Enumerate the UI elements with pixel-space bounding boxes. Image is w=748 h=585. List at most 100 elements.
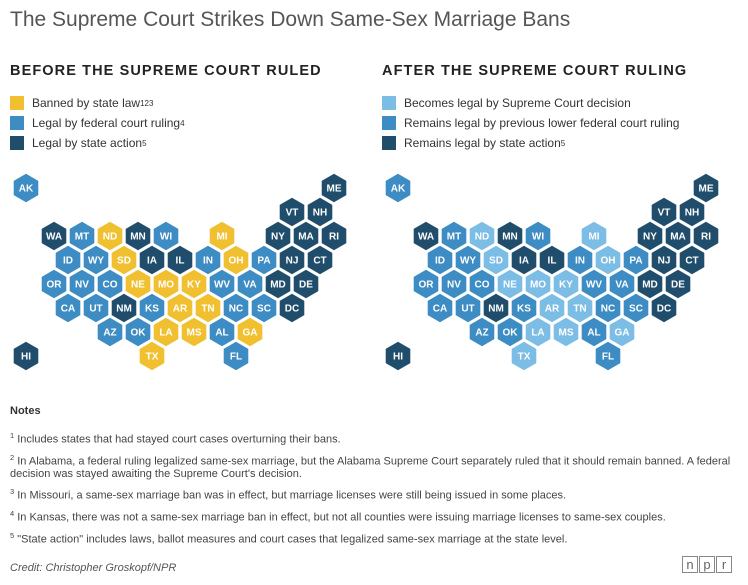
state-hex-me: ME — [693, 173, 719, 203]
state-label: SC — [257, 304, 271, 315]
legend-item-state-action: Remains legal by state action 5 — [382, 133, 679, 153]
state-hex-ak: AK — [385, 173, 411, 203]
state-hex-shape — [195, 293, 221, 323]
state-hex-shape — [97, 317, 123, 347]
state-hex-ut: UT — [83, 293, 109, 323]
state-label: MS — [187, 328, 202, 339]
state-hex-shape — [97, 269, 123, 299]
state-hex-or: OR — [41, 269, 67, 299]
state-hex-shape — [125, 221, 151, 251]
state-hex-nc: NC — [595, 293, 621, 323]
state-label: IA — [519, 256, 529, 267]
state-hex-shape — [385, 173, 411, 203]
state-label: ID — [63, 256, 73, 267]
state-hex-ak: AK — [13, 173, 39, 203]
state-hex-co: CO — [97, 269, 123, 299]
state-hex-ky: KY — [553, 269, 579, 299]
state-hex-shape — [139, 341, 165, 371]
state-hex-shape — [153, 221, 179, 251]
state-hex-shape — [55, 245, 81, 275]
state-label: RI — [701, 232, 711, 243]
state-hex-nv: NV — [69, 269, 95, 299]
state-hex-shape — [195, 245, 221, 275]
state-label: RI — [329, 232, 339, 243]
page-title: The Supreme Court Strikes Down Same-Sex … — [10, 8, 571, 31]
state-hex-ok: OK — [497, 317, 523, 347]
state-label: MN — [130, 232, 146, 243]
state-hex-in: IN — [195, 245, 221, 275]
state-hex-ga: GA — [237, 317, 263, 347]
state-hex-az: AZ — [469, 317, 495, 347]
state-label: VA — [243, 280, 256, 291]
state-hex-ca: CA — [55, 293, 81, 323]
state-label: MA — [298, 232, 314, 243]
state-hex-mt: MT — [441, 221, 467, 251]
note-5: 5 "State action" includes laws, ballot m… — [10, 529, 738, 547]
state-label: CT — [313, 256, 326, 267]
state-hex-shape — [637, 269, 663, 299]
state-hex-shape — [279, 197, 305, 227]
state-label: DE — [671, 280, 685, 291]
state-hex-wv: WV — [581, 269, 607, 299]
state-hex-co: CO — [469, 269, 495, 299]
state-label: FL — [602, 352, 614, 363]
state-hex-ok: OK — [125, 317, 151, 347]
state-hex-shape — [321, 221, 347, 251]
state-hex-shape — [623, 293, 649, 323]
note-2: 2 In Alabama, a federal ruling legalized… — [10, 451, 738, 482]
state-hex-shape — [111, 293, 137, 323]
state-hex-nc: NC — [223, 293, 249, 323]
state-hex-il: IL — [167, 245, 193, 275]
state-hex-ma: MA — [665, 221, 691, 251]
state-hex-shape — [483, 245, 509, 275]
state-hex-pa: PA — [623, 245, 649, 275]
state-hex-md: MD — [637, 269, 663, 299]
state-hex-shape — [153, 269, 179, 299]
state-hex-shape — [181, 269, 207, 299]
state-hex-de: DE — [665, 269, 691, 299]
state-hex-la: LA — [153, 317, 179, 347]
state-label: AK — [391, 184, 406, 195]
state-hex-il: IL — [539, 245, 565, 275]
state-hex-ne: NE — [125, 269, 151, 299]
legend-footnote: 4 — [180, 118, 185, 128]
state-hex-shape — [83, 293, 109, 323]
state-label: TN — [573, 304, 586, 315]
state-hex-shape — [469, 221, 495, 251]
state-label: MD — [270, 280, 286, 291]
legend-item-scotus: Becomes legal by Supreme Court decision — [382, 93, 679, 113]
state-hex-la: LA — [525, 317, 551, 347]
state-label: TX — [146, 352, 159, 363]
state-hex-shape — [139, 245, 165, 275]
state-label: IN — [575, 256, 585, 267]
state-label: WY — [460, 256, 476, 267]
state-hex-nv: NV — [441, 269, 467, 299]
state-label: WV — [586, 280, 602, 291]
state-hex-shape — [581, 317, 607, 347]
note-text: Includes states that had stayed court ca… — [17, 433, 341, 446]
state-hex-mi: MI — [581, 221, 607, 251]
state-hex-shape — [125, 317, 151, 347]
state-hex-nh: NH — [679, 197, 705, 227]
state-hex-shape — [693, 221, 719, 251]
note-1: 1 Includes states that had stayed court … — [10, 429, 738, 447]
state-label: KY — [187, 280, 201, 291]
state-hex-az: AZ — [97, 317, 123, 347]
state-label: NJ — [286, 256, 299, 267]
state-label: VT — [286, 208, 299, 219]
state-hex-nd: ND — [97, 221, 123, 251]
state-hex-al: AL — [581, 317, 607, 347]
state-hex-al: AL — [209, 317, 235, 347]
state-label: UT — [461, 304, 474, 315]
state-label: NC — [229, 304, 243, 315]
state-hex-md: MD — [265, 269, 291, 299]
state-hex-shape — [637, 221, 663, 251]
state-hex-ga: GA — [609, 317, 635, 347]
state-hex-shape — [265, 221, 291, 251]
state-label: VA — [615, 280, 628, 291]
state-hex-ar: AR — [167, 293, 193, 323]
state-hex-shape — [307, 197, 333, 227]
state-hex-mo: MO — [153, 269, 179, 299]
state-hex-shape — [237, 317, 263, 347]
state-hex-wv: WV — [209, 269, 235, 299]
